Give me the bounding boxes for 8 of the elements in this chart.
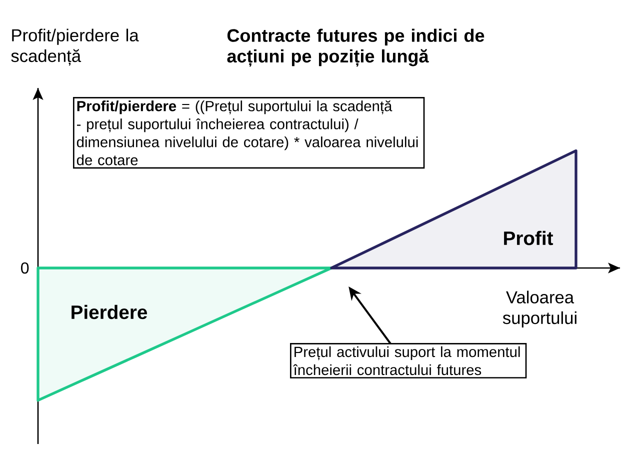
x-axis-title: Valoarea suportului — [502, 290, 576, 328]
annotation: Profit/pierdere = ((Prețul suportului la scadență - prețul suportului încheierea contractului) / dimensiunea nivelului de cotare) * valoarea nivelului de cotare — [76, 100, 418, 166]
annotation: Pierdere — [72, 304, 148, 320]
y-axis-title: Profit/pierdere la scadență — [11, 28, 139, 66]
chart-title: Contracte futures pe indici de acțiuni pe poziție lungă — [227, 28, 484, 67]
annotation: Prețul activului suport la momentul încheierii contractului futures — [293, 346, 520, 376]
annotation: Profit — [504, 230, 554, 246]
text: 0 — [21, 262, 29, 274]
